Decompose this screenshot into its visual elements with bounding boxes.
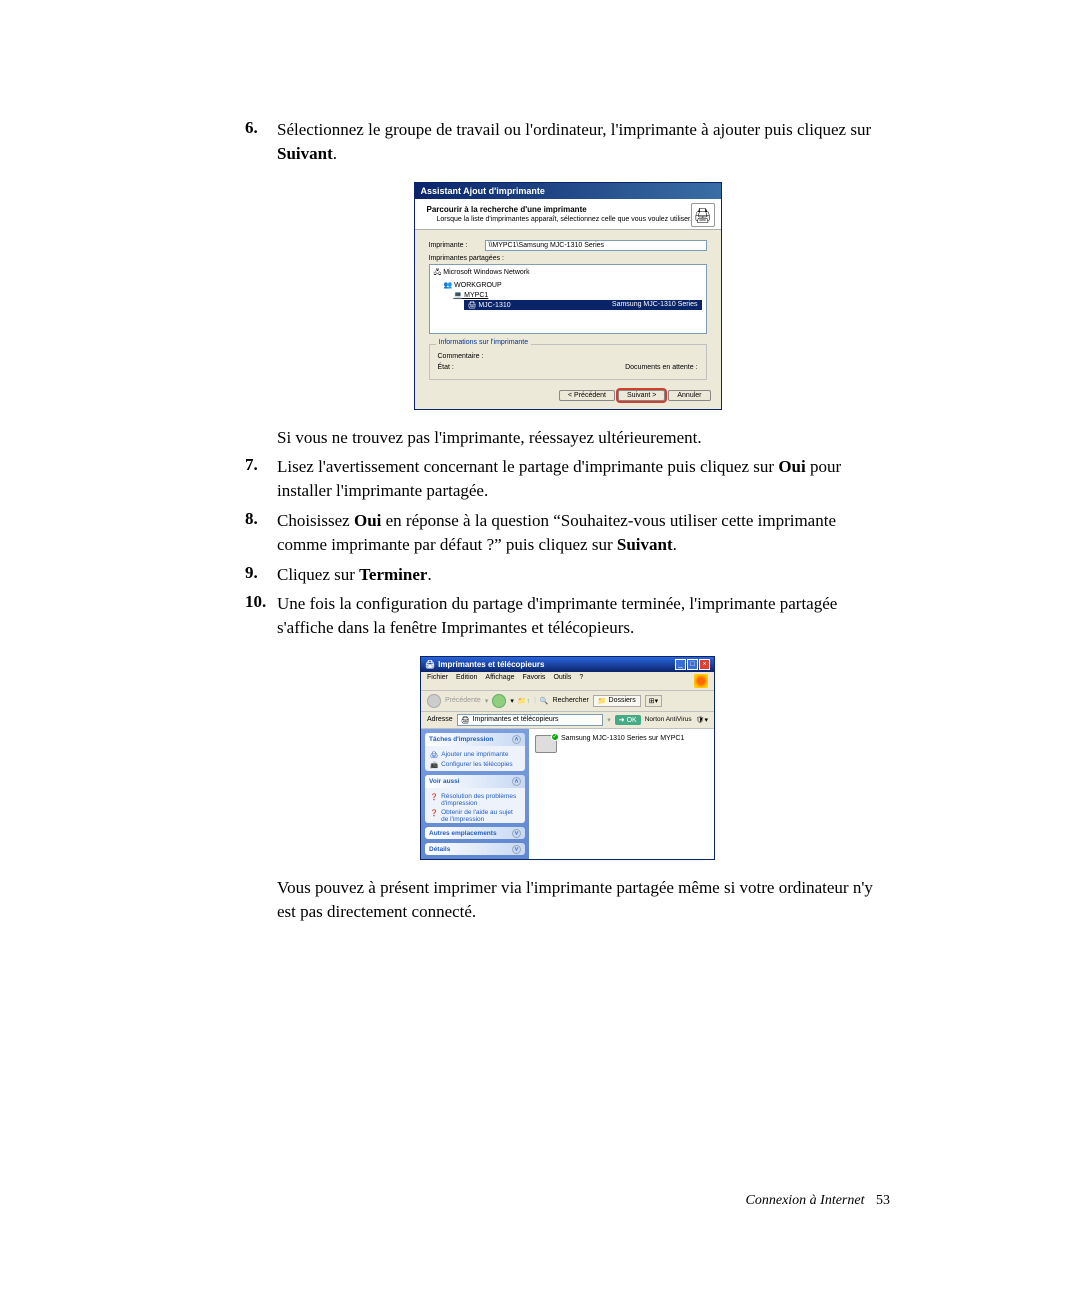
printer-info-group: Informations sur l'imprimante Commentair… <box>429 344 707 380</box>
menu-help[interactable]: ? <box>579 674 583 688</box>
menu-edit[interactable]: Edition <box>456 674 477 688</box>
up-icon[interactable]: 📁↑ <box>518 697 530 705</box>
window-title: Imprimantes et télécopieurs <box>438 660 544 669</box>
step6-number: 6. <box>245 118 277 166</box>
step10-text: Une fois la configuration du partage d'i… <box>277 592 890 640</box>
page-footer: Connexion à Internet 53 <box>746 1193 890 1209</box>
printer-item-icon: ✓ <box>535 735 557 753</box>
wizard-title-bar: Assistant Ajout d'imprimante <box>415 183 721 199</box>
step9-number: 9. <box>245 563 277 587</box>
step10-number: 10. <box>245 592 277 640</box>
step8-number: 8. <box>245 509 277 557</box>
next-button[interactable]: Suivant > <box>618 390 665 401</box>
window-title-bar: 🖨Imprimantes et télécopieurs _ □ × <box>421 657 714 672</box>
step7-text: Lisez l'avertissement concernant le part… <box>277 455 890 503</box>
wizard-header-sub: Lorsque la liste d'imprimantes apparaît,… <box>437 216 711 223</box>
fax-icon: 📠 <box>430 761 438 769</box>
help-icon: ❓ <box>430 809 438 817</box>
wizard-header-title: Parcourir à la recherche d'une imprimant… <box>427 205 711 214</box>
tree-network-root[interactable]: 🖧 Microsoft Windows Network <box>434 267 702 280</box>
see-also-panel: Voir aussi ˄ ❓Résolution des problèmes d… <box>425 775 525 824</box>
address-label: Adresse <box>427 716 453 723</box>
step6-text-b: . <box>333 144 337 163</box>
mid-paragraph: Si vous ne trouvez pas l'imprimante, rée… <box>277 426 890 450</box>
state-label: État : <box>438 364 454 371</box>
tasks-sidebar: Tâches d'impression ˄ 🖨Ajouter une impri… <box>421 729 529 859</box>
printer-list-area: ✓ Samsung MJC-1310 Series sur MYPC1 <box>529 729 714 859</box>
printer-info-title: Informations sur l'imprimante <box>436 339 532 346</box>
address-bar: Adresse 🖨 Imprimantes et télécopieurs ▾ … <box>421 712 714 729</box>
link-troubleshoot[interactable]: ❓Résolution des problèmes d'impression <box>430 793 520 807</box>
search-icon[interactable]: 🔍 <box>540 697 549 705</box>
forward-button[interactable] <box>492 694 506 708</box>
task-configure-fax[interactable]: 📠Configurer les télécopies <box>430 761 520 769</box>
close-button[interactable]: × <box>699 659 710 670</box>
norton-label: Norton AntiVirus <box>645 716 692 723</box>
see-also-title: Voir aussi <box>429 778 460 785</box>
prev-button[interactable]: < Précédent <box>559 390 615 401</box>
details-title: Détails <box>429 846 450 853</box>
collapse-icon[interactable]: ˄ <box>512 735 521 744</box>
footer-page-number: 53 <box>876 1193 890 1208</box>
menu-view[interactable]: Affichage <box>485 674 514 688</box>
shared-printers-tree[interactable]: 🖧 Microsoft Windows Network 👥 WORKGROUP … <box>429 264 707 334</box>
tree-workgroup[interactable]: 👥 WORKGROUP <box>444 280 702 290</box>
menu-tools[interactable]: Outils <box>553 674 571 688</box>
add-printer-wizard: Assistant Ajout d'imprimante Parcourir à… <box>414 182 722 410</box>
step8-text: Choisissez Oui en réponse à la question … <box>277 509 890 557</box>
step6-text: Sélectionnez le groupe de travail ou l'o… <box>277 118 890 166</box>
other-places-title: Autres emplacements <box>429 830 497 837</box>
other-places-panel: Autres emplacements ˅ <box>425 827 525 839</box>
printer-field-label: Imprimante : <box>429 242 485 249</box>
print-tasks-title: Tâches d'impression <box>429 736 493 743</box>
cancel-button[interactable]: Annuler <box>668 390 710 401</box>
step6-bold: Suivant <box>277 144 333 163</box>
wizard-header: Parcourir à la recherche d'une imprimant… <box>415 199 721 230</box>
address-input[interactable]: 🖨 Imprimantes et télécopieurs <box>457 714 604 726</box>
tree-selected-printer[interactable]: 🖨 MJC-1310 Samsung MJC-1310 Series <box>464 300 702 310</box>
shared-printer-item[interactable]: ✓ Samsung MJC-1310 Series sur MYPC1 <box>535 735 708 753</box>
folders-button[interactable]: 📁 Dossiers <box>593 695 641 707</box>
comment-label: Commentaire : <box>438 353 484 360</box>
go-button[interactable]: ➜ OK <box>615 715 641 725</box>
menu-bar: Fichier Edition Affichage Favoris Outils… <box>421 672 714 691</box>
footer-section: Connexion à Internet <box>746 1193 865 1208</box>
norton-icon[interactable]: 🛡▾ <box>696 716 708 724</box>
task-add-printer[interactable]: 🖨Ajouter une imprimante <box>430 751 520 759</box>
back-button[interactable] <box>427 694 441 708</box>
step7-number: 7. <box>245 455 277 503</box>
link-get-help[interactable]: ❓Obtenir de l'aide au sujet de l'impress… <box>430 809 520 823</box>
menu-favorites[interactable]: Favoris <box>522 674 545 688</box>
printers-faxes-window: 🖨Imprimantes et télécopieurs _ □ × Fichi… <box>420 656 715 860</box>
step9-text: Cliquez sur Terminer. <box>277 563 890 587</box>
minimize-button[interactable]: _ <box>675 659 686 670</box>
add-printer-icon: 🖨 <box>430 751 438 759</box>
back-label: Précédente <box>445 697 481 704</box>
maximize-button[interactable]: □ <box>687 659 698 670</box>
printer-item-label: Samsung MJC-1310 Series sur MYPC1 <box>561 735 684 742</box>
printer-path-input[interactable]: \\MYPC1\Samsung MJC-1310 Series <box>485 240 707 251</box>
docs-waiting-label: Documents en attente : <box>625 364 697 371</box>
expand-icon[interactable]: ˅ <box>512 829 521 838</box>
tree-pc[interactable]: 💻 MYPC1 <box>454 290 702 300</box>
toolbar: Précédente ▾ ▾ 📁↑ | 🔍Rechercher 📁 Dossie… <box>421 691 714 712</box>
search-label: Rechercher <box>553 697 589 704</box>
collapse-icon[interactable]: ˄ <box>512 777 521 786</box>
menu-file[interactable]: Fichier <box>427 674 448 688</box>
help-icon: ❓ <box>430 793 438 801</box>
default-check-icon: ✓ <box>551 733 559 741</box>
print-tasks-panel: Tâches d'impression ˄ 🖨Ajouter une impri… <box>425 733 525 771</box>
step6-text-a: Sélectionnez le groupe de travail ou l'o… <box>277 120 871 139</box>
printer-folder-icon: 🖨 <box>425 660 435 669</box>
shared-printers-label: Imprimantes partagées : <box>429 255 707 262</box>
views-icon[interactable]: ⊞▾ <box>645 695 662 707</box>
final-paragraph: Vous pouvez à présent imprimer via l'imp… <box>277 876 890 924</box>
expand-icon[interactable]: ˅ <box>512 845 521 854</box>
printer-icon: 🖨 <box>691 203 715 227</box>
windows-logo-icon <box>694 674 708 688</box>
details-panel: Détails ˅ <box>425 843 525 855</box>
